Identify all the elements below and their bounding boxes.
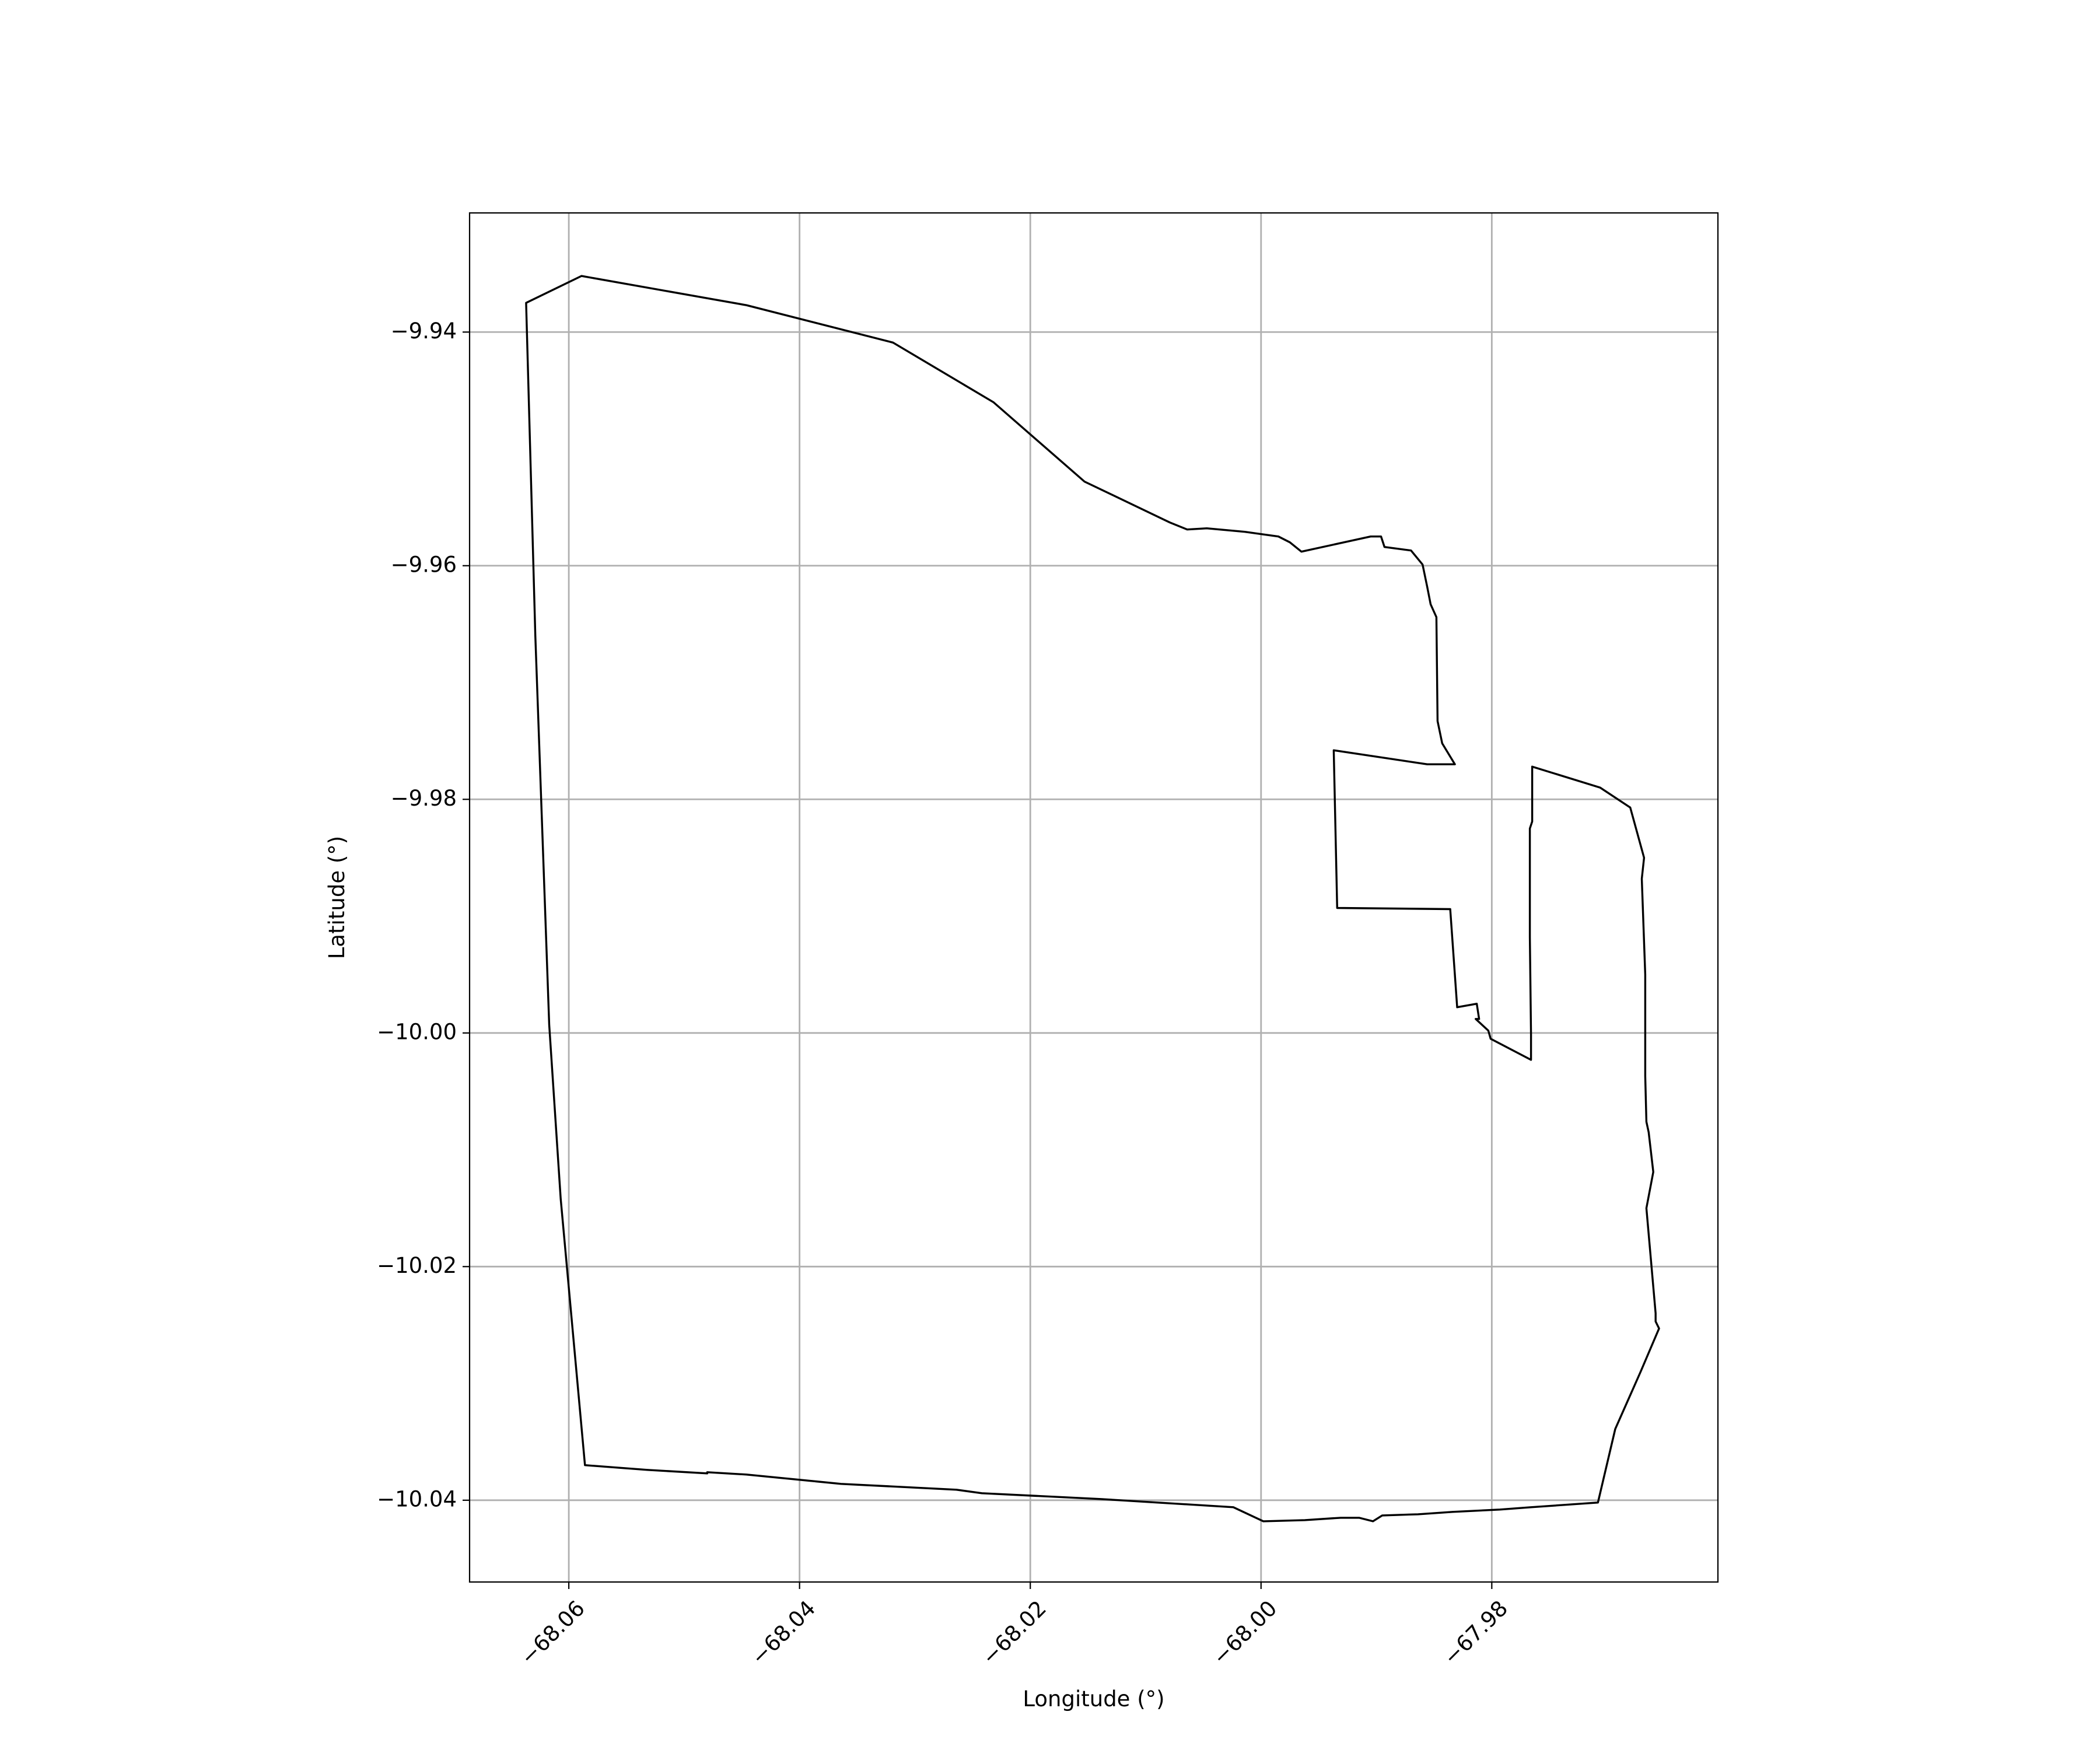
y-tick-label: −9.94 [391, 318, 457, 344]
region-boundary-line [525, 275, 1660, 1522]
y-tick-label: −10.04 [377, 1486, 457, 1511]
plot-area-frame [468, 212, 1719, 1583]
y-tick-label: −10.02 [377, 1253, 457, 1278]
x-tick-label: −68.00 [1208, 1595, 1282, 1670]
y-tick-label: −9.96 [391, 552, 457, 577]
x-tick-label: −67.98 [1438, 1595, 1513, 1670]
y-tick-label: −9.98 [391, 786, 457, 811]
x-axis-label: Longitude (°) [1023, 1686, 1164, 1712]
y-axis-label: Latitude (°) [324, 836, 349, 959]
grid-lines [470, 213, 1718, 1582]
x-tick-label: −68.04 [746, 1595, 820, 1670]
y-tick-label: −10.00 [377, 1019, 457, 1044]
x-tick-label: −68.02 [977, 1595, 1051, 1670]
x-tick-label: −68.06 [516, 1595, 590, 1670]
